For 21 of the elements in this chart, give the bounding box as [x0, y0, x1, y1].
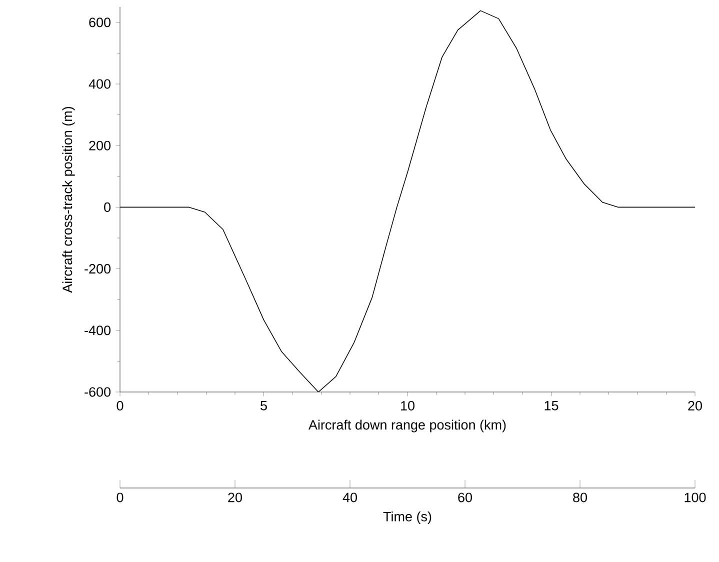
y-tick-label: -200 [84, 264, 111, 274]
x-tick-label: 20 [688, 400, 702, 410]
y-tick-label: 0 [104, 202, 111, 212]
y-tick-label: 200 [89, 140, 111, 150]
x2-axis-title: Time (s) [383, 511, 432, 524]
x2-tick-label: 80 [573, 492, 587, 502]
y-tick-label: -600 [84, 387, 111, 397]
y-axis-title: Aircraft cross-track position (m) [62, 106, 75, 293]
y-tick-label: -400 [84, 326, 111, 336]
x2-tick-label: 40 [342, 492, 357, 502]
x2-tick-label: 100 [684, 492, 706, 502]
x-axis-title: Aircraft down range position (km) [308, 420, 506, 432]
y-tick-label: 600 [89, 18, 111, 28]
y-tick-label: 400 [88, 79, 111, 89]
x2-tick-label: 0 [116, 492, 124, 502]
x2-tick-label: 20 [228, 492, 242, 502]
x-tick-label: 0 [116, 400, 124, 410]
x2-tick-label: 60 [458, 492, 472, 502]
x-tick-label: 10 [401, 400, 414, 410]
x-tick-label: 5 [260, 400, 267, 410]
x-tick-label: 15 [544, 400, 558, 410]
